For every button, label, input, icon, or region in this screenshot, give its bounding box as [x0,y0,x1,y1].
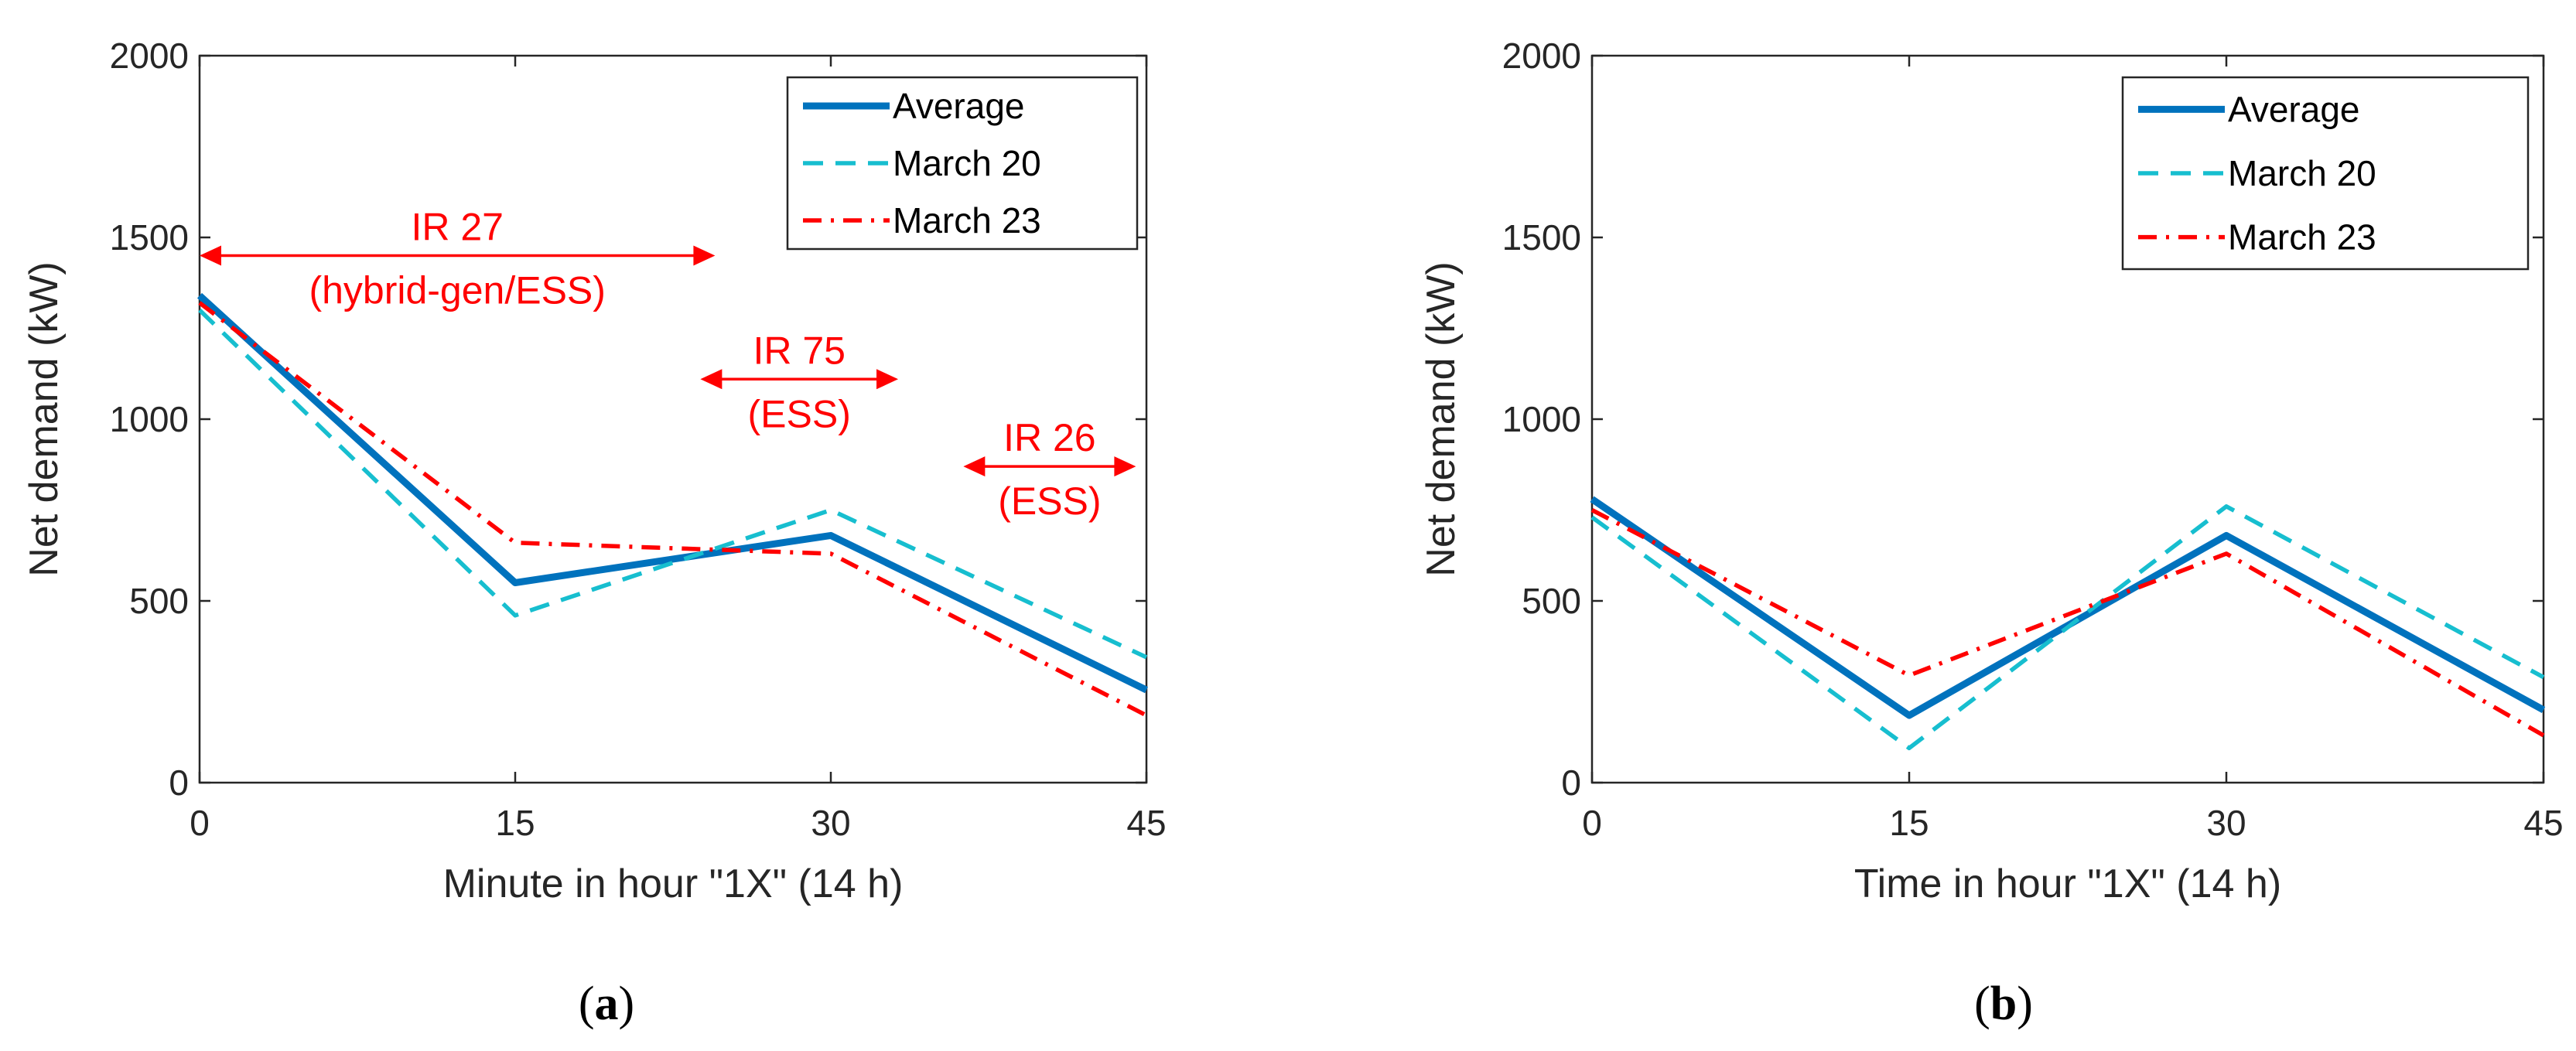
annotation-arrowhead-left [963,456,986,477]
annotation-title: IR 75 [753,329,846,372]
annotation-subtitle: (hybrid-gen/ESS) [309,269,606,312]
panel-caption: (a) [579,978,634,1030]
y-tick-label: 1000 [1502,399,1581,439]
series-line-march-23 [1590,508,2545,738]
x-tick-label: 45 [2523,803,2563,843]
legend-label: March 23 [893,200,1041,241]
x-tick-label: 45 [1126,803,1166,843]
y-tick-label: 500 [1522,581,1581,621]
chart-panel-a: 0 15 30 45 0 500 1000 1500 2000 Minute in hour "1… [22,36,1167,1030]
legend-label: March 20 [2228,153,2376,193]
panel-caption-letter: a [595,978,619,1030]
x-tick-label: 0 [1582,803,1602,843]
x-tick-label: 15 [495,803,535,843]
series-line-march-23 [198,301,1148,718]
legend: Average March 20 March 23 [786,76,1139,251]
annotation-title: IR 27 [411,206,504,249]
legend-label: Average [893,86,1025,126]
series-line-march-20 [1590,504,2545,751]
y-tick-label: 2000 [1502,36,1581,76]
annotation-2: IR 26 (ESS) [963,416,1136,523]
y-tick-label: 1500 [110,217,189,258]
y-tick-label: 1500 [1502,217,1581,258]
legend-label: Average [2228,89,2360,129]
y-axis-label: Net demand (kW) [1419,261,1464,576]
annotation-arrowhead-left [200,245,221,266]
annotation-arrowhead-left [700,369,723,390]
annotation-subtitle: (ESS) [748,392,851,435]
legend-label: March 20 [893,143,1041,183]
y-tick-label: 500 [129,581,189,621]
y-tick-label: 0 [1561,763,1581,803]
panel-caption-letter: b [1990,978,2017,1030]
annotation-arrowhead-right [693,245,716,266]
y-tick-label: 0 [169,763,189,803]
series-line-average [196,292,1148,694]
x-tick-label: 15 [1889,803,1929,843]
annotation-1: IR 75 (ESS) [700,329,899,435]
y-tick-label: 1000 [110,399,189,439]
y-axis-label: Net demand (kW) [22,261,67,576]
x-axis-label: Time in hour "1X" (14 h) [1854,862,2281,906]
annotation-arrowhead-right [876,369,899,390]
x-tick-label: 0 [190,803,210,843]
annotation-0: IR 27 (hybrid-gen/ESS) [200,206,716,312]
chart-panel-b: 0 15 30 45 0 500 1000 1500 2000 Time in hour "1X"… [1419,36,2564,1030]
legend-label: March 23 [2228,217,2376,258]
legend: Average March 20 March 23 [2121,76,2530,271]
annotation-arrowhead-right [1114,456,1136,477]
y-tick-label: 2000 [110,36,189,76]
x-axis-label: Minute in hour "1X" (14 h) [443,862,904,906]
x-tick-label: 30 [811,803,850,843]
series-line-march-20 [198,309,1148,660]
annotation-subtitle: (ESS) [998,479,1101,523]
annotation-title: IR 26 [1003,416,1096,459]
x-tick-label: 30 [2206,803,2246,843]
panel-caption: (b) [1974,978,2033,1030]
